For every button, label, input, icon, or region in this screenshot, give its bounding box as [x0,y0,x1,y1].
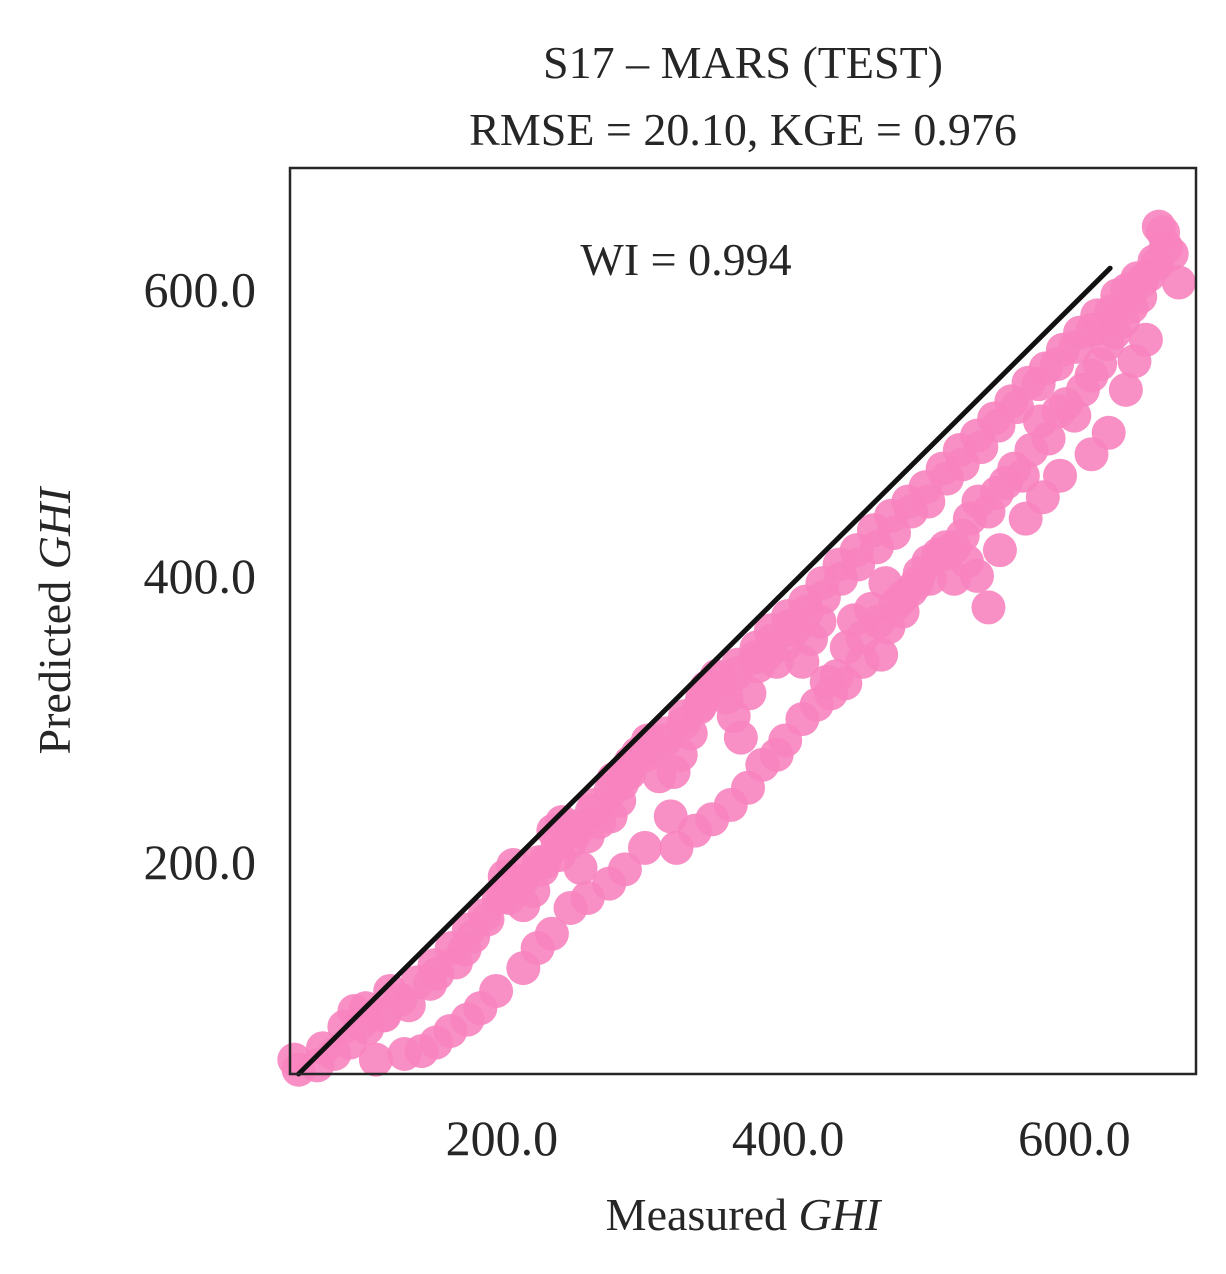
data-point [627,830,662,865]
data-point [358,1042,393,1077]
x-axis-label-var: GHI [799,1189,883,1240]
chart-title: S17 – MARS (TEST) [543,37,943,88]
data-point [1021,367,1056,402]
y-tick-label: 400.0 [144,548,257,604]
data-point [1117,344,1152,379]
y-axis-label-var: GHI [29,485,80,569]
y-axis-label: Predicted GHI [29,485,80,755]
y-tick-label: 200.0 [144,834,257,890]
data-point [982,533,1017,568]
data-point [1005,458,1040,493]
data-point [1108,372,1143,407]
data-point [553,890,588,925]
data-point [929,461,964,496]
data-points [277,209,1196,1087]
chart-subtitle: RMSE = 20.10, KGE = 0.976 [469,104,1017,155]
data-point [1031,421,1066,456]
data-point [387,1036,422,1071]
x-axis-ticks: 200.0 400.0 600.0 [446,1110,1131,1166]
x-tick-label: 600.0 [1018,1110,1131,1166]
data-point [899,566,934,601]
data-point [1161,265,1196,300]
x-axis-label-prefix: Measured [606,1189,799,1240]
data-point [723,720,758,755]
data-point [506,951,541,986]
data-point [1057,398,1092,433]
data-point [971,590,1006,625]
wi-annotation: WI = 0.994 [580,234,791,285]
data-point [1008,501,1043,536]
y-axis-ticks: 200.0 400.0 600.0 [144,262,257,891]
data-point [1074,437,1109,472]
data-point [871,610,906,645]
x-tick-label: 200.0 [446,1110,559,1166]
x-axis-label: Measured GHI [606,1189,883,1240]
fit-line [296,265,1113,1077]
data-point [1141,209,1176,244]
x-tick-label: 400.0 [732,1110,845,1166]
plot-frame [288,166,1198,1076]
y-axis-label-prefix: Predicted [29,569,80,754]
y-tick-label: 600.0 [144,262,257,318]
data-point [659,830,694,865]
data-point [653,799,688,834]
